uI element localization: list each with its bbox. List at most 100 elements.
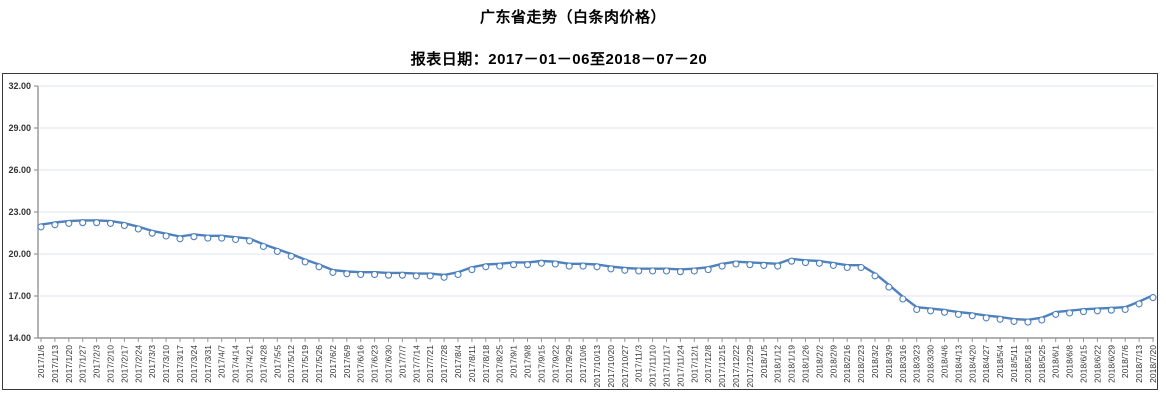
x-tick-label: 2018/6/15 [1079,345,1089,383]
x-tick-label: 2017/12/8 [703,345,713,383]
x-tick-label: 2017/1/20 [64,345,74,383]
data-point-marker [51,221,59,229]
y-tick-label: 20.00 [8,249,31,259]
x-tick-label: 2017/10/27 [620,345,630,388]
data-point-marker [927,307,935,315]
chart-frame: 32.00 29.00 26.00 23.00 20.00 17.00 14.00 2017/… [2,73,1158,390]
x-tick-label: 2018/4/13 [953,345,963,383]
x-tick-label: 2018/2/16 [842,345,852,383]
data-point-marker [1052,310,1060,318]
x-tick-label: 2018/4/20 [967,345,977,383]
x-tick-label: 2017/7/21 [425,345,435,383]
x-tick-label: 2018/6/29 [1106,345,1116,383]
x-tick-label: 2017/5/12 [286,345,296,383]
data-point-marker [843,263,851,272]
data-point-marker [815,259,823,267]
data-point-marker [218,234,226,242]
data-point-marker [384,271,393,279]
data-point-marker [1135,300,1143,308]
x-tick-label: 2017/2/3 [92,345,102,378]
x-tick-label: 2018/1/12 [773,345,783,383]
data-point-marker [329,268,337,276]
x-tick-label: 2018/6/22 [1092,345,1102,383]
data-point-marker [134,225,142,233]
data-point-marker [732,260,740,268]
x-tick-label: 2017/9/1 [509,345,519,378]
x-tick-label: 2018/7/13 [1134,345,1144,383]
data-point-marker [746,261,754,269]
x-tick-label: 2017/8/18 [481,345,491,383]
x-tick-label: 2017/4/14 [231,345,241,383]
x-tick-label: 2018/1/19 [787,345,797,383]
data-point-marker [537,259,545,267]
data-point-marker [454,270,462,279]
x-tick-label: 2017/8/11 [467,345,477,382]
data-point-marker [1121,305,1129,314]
x-tick-label: 2017/1/27 [78,345,88,383]
data-point-marker [704,266,712,274]
data-point-marker [412,272,420,280]
x-tick-label: 2017/5/5 [272,345,282,378]
y-tick-label: 14.00 [8,333,31,343]
data-point-marker [79,219,87,227]
data-point-marker [65,219,73,227]
data-point-marker [440,273,448,281]
x-tick-label: 2018/3/23 [912,345,922,383]
x-tick-label: 2017/9/29 [564,345,574,383]
x-tick-label: 2017/12/29 [745,345,755,388]
x-tick-label: 2017/11/3 [634,345,644,382]
data-point-marker [1149,294,1157,302]
x-tick-label: 2018/3/30 [926,345,936,383]
x-tick-label: 2017/3/3 [147,345,157,378]
x-tick-label: 2017/6/16 [356,345,366,383]
data-point-marker [579,262,587,270]
data-point-marker [899,295,907,303]
chart-title: 广东省走势（白条肉价格） [479,9,666,26]
x-tick-label: 2017/7/28 [439,345,449,383]
x-tick-label: 2017/5/19 [300,345,310,383]
data-point-marker [148,229,156,237]
data-point-marker [885,283,893,291]
data-point-marker [996,315,1004,323]
data-point-marker [301,258,309,266]
data-point-marker [940,308,949,316]
data-point-marker [232,235,240,244]
x-tick-label: 2017/4/7 [217,345,227,378]
data-point-marker [1066,309,1074,317]
x-tick-label: 2017/3/17 [175,345,185,383]
x-tick-label: 2018/3/9 [884,345,894,378]
x-tick-label: 2018/5/25 [1037,345,1047,383]
data-point-marker [190,233,198,241]
x-tick-label: 2017/8/25 [495,345,505,383]
report-date-range: 报表日期：2017－01－06至2018－07－20 [410,51,708,68]
x-tick-label: 2017/5/26 [314,345,324,383]
data-point-marker [343,270,351,278]
x-tick-label: 2017/6/9 [342,345,352,378]
data-point-marker [426,272,434,280]
data-point-marker [1024,318,1032,326]
x-tick-label: 2018/2/2 [814,345,824,378]
data-point-marker [607,265,615,273]
x-tick-label: 2018/5/11 [1009,345,1019,382]
data-point-marker [162,232,170,240]
data-point-marker [801,259,810,267]
x-tick-label: 2018/2/23 [856,345,866,383]
x-tick-label: 2017/11/17 [662,345,672,387]
data-point-marker [245,237,254,245]
data-point-marker [954,310,962,318]
data-point-marker [718,262,726,270]
data-point-marker [315,263,323,271]
x-tick-label: 2017/8/4 [453,345,463,378]
data-point-marker [676,268,684,276]
data-point-marker [774,262,782,270]
x-tick-label: 2017/11/10 [648,345,658,387]
data-point-marker [1010,317,1018,325]
data-point-marker [496,262,504,270]
data-point-marker [523,261,532,269]
data-point-marker [551,260,559,268]
data-point-marker [1079,308,1088,316]
x-tick-label: 2018/6/1 [1051,345,1061,378]
x-tick-label: 2017/6/23 [370,345,380,383]
y-tick-label: 17.00 [8,291,31,301]
